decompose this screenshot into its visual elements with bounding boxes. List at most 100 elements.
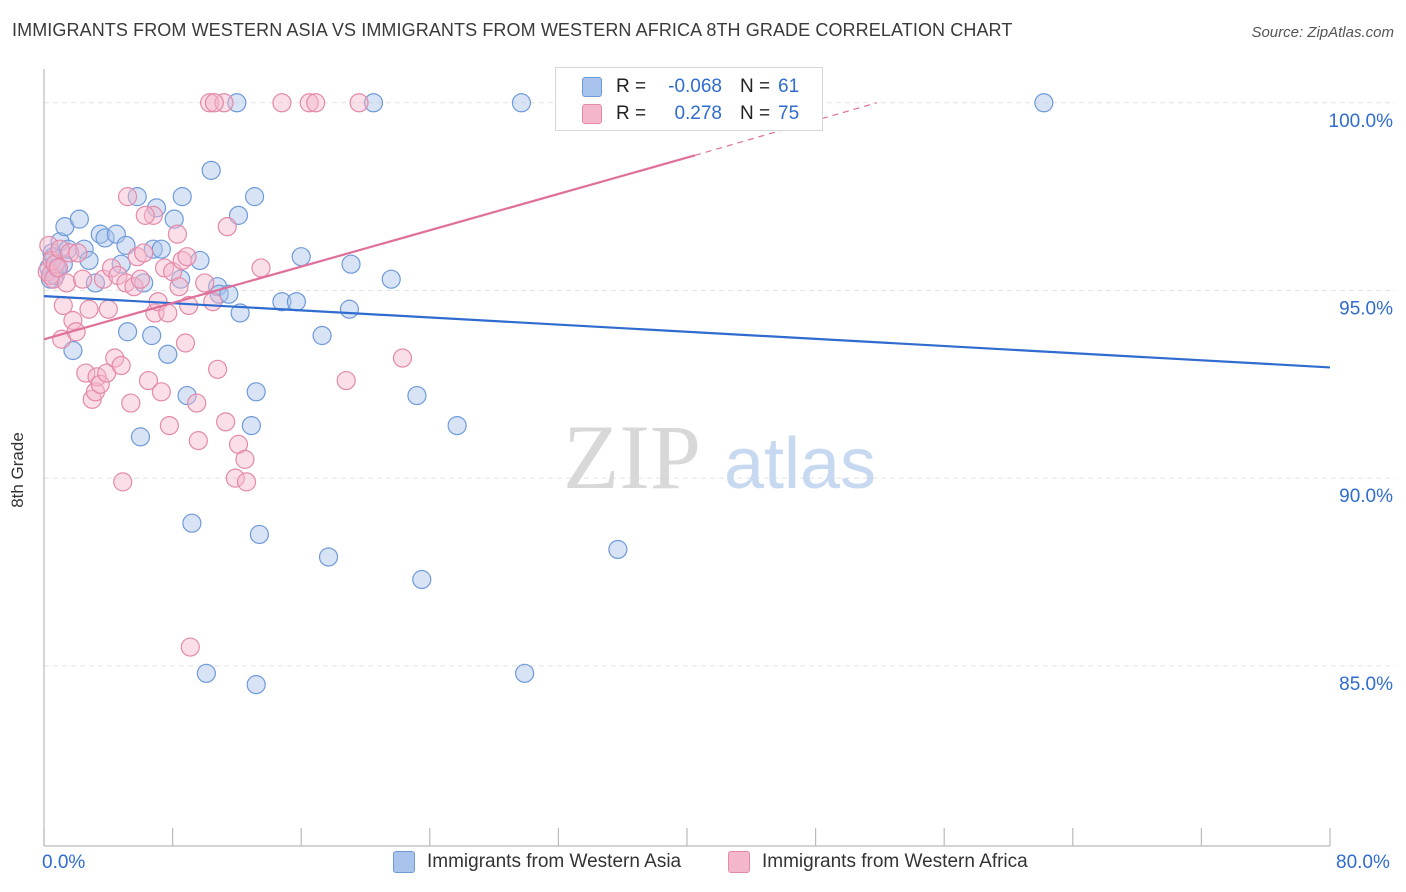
data-point-asia: [286, 292, 306, 312]
watermark-atlas: atlas: [724, 424, 876, 504]
stats-legend: R = -0.068 N = 61 R = 0.278 N = 75: [555, 67, 823, 131]
data-point-africa: [299, 93, 319, 113]
data-point-africa: [225, 468, 245, 488]
data-point-asia: [111, 254, 131, 274]
y-tick-labels: 85.0% 90.0% 95.0% 100.0%: [1329, 111, 1394, 695]
data-point-africa: [175, 333, 196, 353]
bottom-legend-swatch-asia: [393, 851, 415, 873]
data-point-africa: [93, 269, 114, 289]
y-tick-label-100: 100.0%: [1329, 111, 1394, 132]
n-label: N =: [740, 76, 771, 97]
data-point-asia: [608, 539, 628, 560]
data-point-africa: [42, 250, 62, 271]
bottom-legend-africa: Immigrants from Western Africa: [728, 851, 1028, 873]
data-point-africa: [204, 93, 224, 113]
data-point-africa: [121, 393, 141, 413]
x-tick-label-min: 0.0%: [42, 852, 86, 873]
data-point-africa: [45, 254, 65, 274]
data-point-africa: [124, 277, 144, 297]
data-point-africa: [203, 292, 223, 312]
r-label: R =: [616, 76, 647, 97]
data-point-asia: [142, 325, 162, 346]
data-point-asia: [363, 93, 384, 113]
r-label: R =: [616, 103, 647, 124]
data-point-asia: [201, 160, 221, 180]
y-axis-label: 8th Grade: [8, 432, 27, 508]
legend-swatch-asia: [582, 77, 602, 97]
data-point-africa: [90, 374, 110, 394]
bottom-legend-asia: Immigrants from Western Asia: [393, 851, 681, 873]
data-point-africa: [151, 382, 171, 402]
legend-swatch-africa: [582, 104, 602, 124]
data-point-africa: [101, 258, 122, 278]
data-point-asia: [172, 187, 192, 207]
data-point-africa: [98, 299, 118, 319]
data-point-africa: [135, 205, 155, 225]
trend-line-africa: [43, 154, 696, 341]
data-point-asia: [381, 269, 401, 289]
bottom-legend-label-asia: Immigrants from Western Asia: [427, 851, 682, 872]
data-point-africa: [76, 363, 96, 383]
trend-lines: [43, 102, 1331, 369]
chart-source: Source: ZipAtlas.com: [1251, 24, 1394, 41]
data-point-asia: [241, 415, 261, 436]
data-point-asia: [177, 385, 197, 406]
x-tick-label-max: 80.0%: [1336, 852, 1390, 873]
n-value-asia: 61: [778, 76, 800, 97]
data-point-africa: [349, 93, 369, 113]
axes: [43, 69, 1331, 847]
data-point-africa: [236, 472, 257, 492]
data-point-africa: [79, 299, 99, 319]
data-point-africa: [217, 217, 237, 237]
data-point-asia: [272, 292, 292, 312]
r-value-africa: 0.278: [674, 103, 722, 124]
data-point-asia: [511, 93, 532, 113]
data-point-africa: [159, 415, 179, 436]
bottom-legend-swatch-africa: [728, 851, 750, 873]
y-tick-label-95: 95.0%: [1339, 298, 1393, 319]
data-point-africa: [105, 348, 125, 368]
data-point-asia: [341, 254, 361, 274]
data-point-africa: [138, 370, 159, 391]
y-tick-label-90: 90.0%: [1339, 486, 1393, 507]
stats-legend-row-asia: R = -0.068 N = 61: [556, 74, 799, 100]
data-point-asia: [209, 284, 229, 304]
watermark-zip: ZIP: [563, 406, 701, 508]
data-point-africa: [272, 93, 292, 113]
series-western-africa: [37, 93, 413, 657]
data-point-africa: [392, 348, 413, 368]
data-point-asia: [312, 325, 332, 346]
data-point-africa: [60, 243, 80, 263]
data-point-africa: [188, 431, 208, 451]
data-point-africa: [216, 412, 236, 432]
data-point-africa: [111, 355, 131, 376]
data-point-asia: [230, 303, 250, 323]
data-point-asia: [143, 239, 163, 259]
data-point-asia: [95, 228, 115, 248]
data-point-africa: [169, 277, 189, 297]
data-point-asia: [246, 382, 266, 402]
data-point-asia: [117, 322, 138, 342]
watermark: ZIP atlas: [563, 406, 876, 508]
data-point-asia: [339, 299, 360, 319]
data-point-africa: [72, 269, 93, 289]
data-point-africa: [195, 273, 215, 293]
data-point-africa: [306, 93, 326, 113]
data-point-asia: [127, 187, 147, 207]
data-point-africa: [208, 359, 228, 379]
data-point-africa: [336, 370, 356, 391]
data-point-asia: [196, 663, 216, 683]
data-point-africa: [117, 187, 138, 207]
bottom-legend-label-africa: Immigrants from Western Africa: [762, 851, 1028, 872]
data-point-asia: [130, 427, 151, 447]
data-point-africa: [167, 224, 188, 244]
stats-legend-row-africa: R = 0.278 N = 75: [556, 101, 799, 127]
data-point-asia: [151, 239, 171, 259]
data-point-asia: [246, 674, 266, 695]
data-point-asia: [79, 250, 99, 271]
data-point-africa: [108, 265, 128, 286]
data-point-asia: [412, 569, 432, 590]
data-point-asia: [182, 513, 202, 533]
data-point-africa: [113, 472, 133, 492]
data-point-asia: [249, 524, 270, 545]
